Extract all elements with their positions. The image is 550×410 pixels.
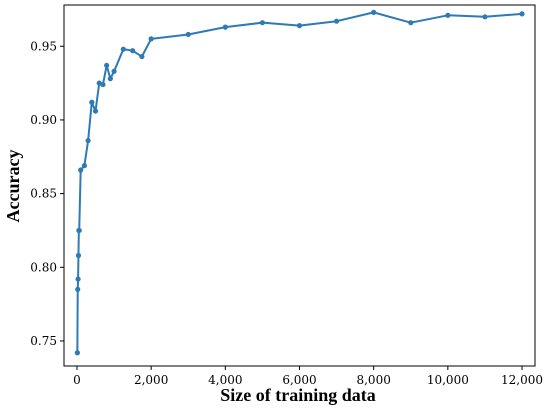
y-axis-title: Accuracy	[3, 150, 23, 223]
data-point	[75, 252, 82, 259]
x-tick-label: 6,000	[282, 373, 316, 387]
data-point	[185, 31, 191, 38]
data-point	[85, 137, 91, 144]
data-point	[92, 108, 99, 114]
data-point	[111, 68, 117, 74]
x-tick-label: 8,000	[356, 373, 390, 387]
data-point	[445, 12, 451, 18]
data-point	[75, 286, 81, 292]
series-line	[76, 11, 523, 353]
y-tick-label: 0.90	[30, 113, 57, 127]
data-point	[148, 36, 154, 42]
data-point	[74, 350, 80, 356]
data-point	[259, 20, 266, 26]
y-axis-ticks: 0.75 0.80 0.85 0.90 0.95	[30, 39, 64, 348]
data-point	[130, 48, 136, 54]
data-point	[139, 53, 145, 60]
data-series	[74, 9, 525, 356]
plot-frame	[63, 4, 536, 367]
x-tick-label: 2,000	[134, 373, 168, 387]
data-point	[100, 81, 106, 88]
x-axis-ticks: 0 2,000 4,000 6,000 8,000 10,000 12,000	[73, 366, 543, 387]
x-tick-label: 10,000	[427, 373, 469, 387]
data-point	[371, 9, 377, 15]
data-point	[89, 99, 95, 105]
data-point	[76, 227, 82, 234]
data-point	[519, 11, 525, 17]
data-point	[107, 76, 113, 82]
x-axis-title: Size of training data	[220, 385, 376, 405]
data-point	[222, 24, 228, 30]
plot-frame-border	[63, 4, 536, 367]
data-point	[104, 62, 110, 69]
data-point	[81, 163, 87, 169]
x-tick-label: 0	[73, 373, 81, 387]
data-point	[296, 23, 303, 29]
data-point	[482, 14, 488, 20]
y-tick-label: 0.80	[30, 260, 57, 274]
y-tick-label: 0.85	[30, 187, 57, 201]
y-tick-label: 0.75	[30, 334, 57, 348]
data-point	[333, 18, 340, 24]
y-tick-label: 0.95	[30, 39, 57, 53]
data-point	[120, 46, 126, 52]
data-point	[78, 167, 84, 173]
x-tick-label: 12,000	[501, 373, 543, 387]
x-tick-label: 4,000	[208, 373, 242, 387]
data-point	[75, 276, 81, 282]
data-point	[408, 20, 414, 26]
